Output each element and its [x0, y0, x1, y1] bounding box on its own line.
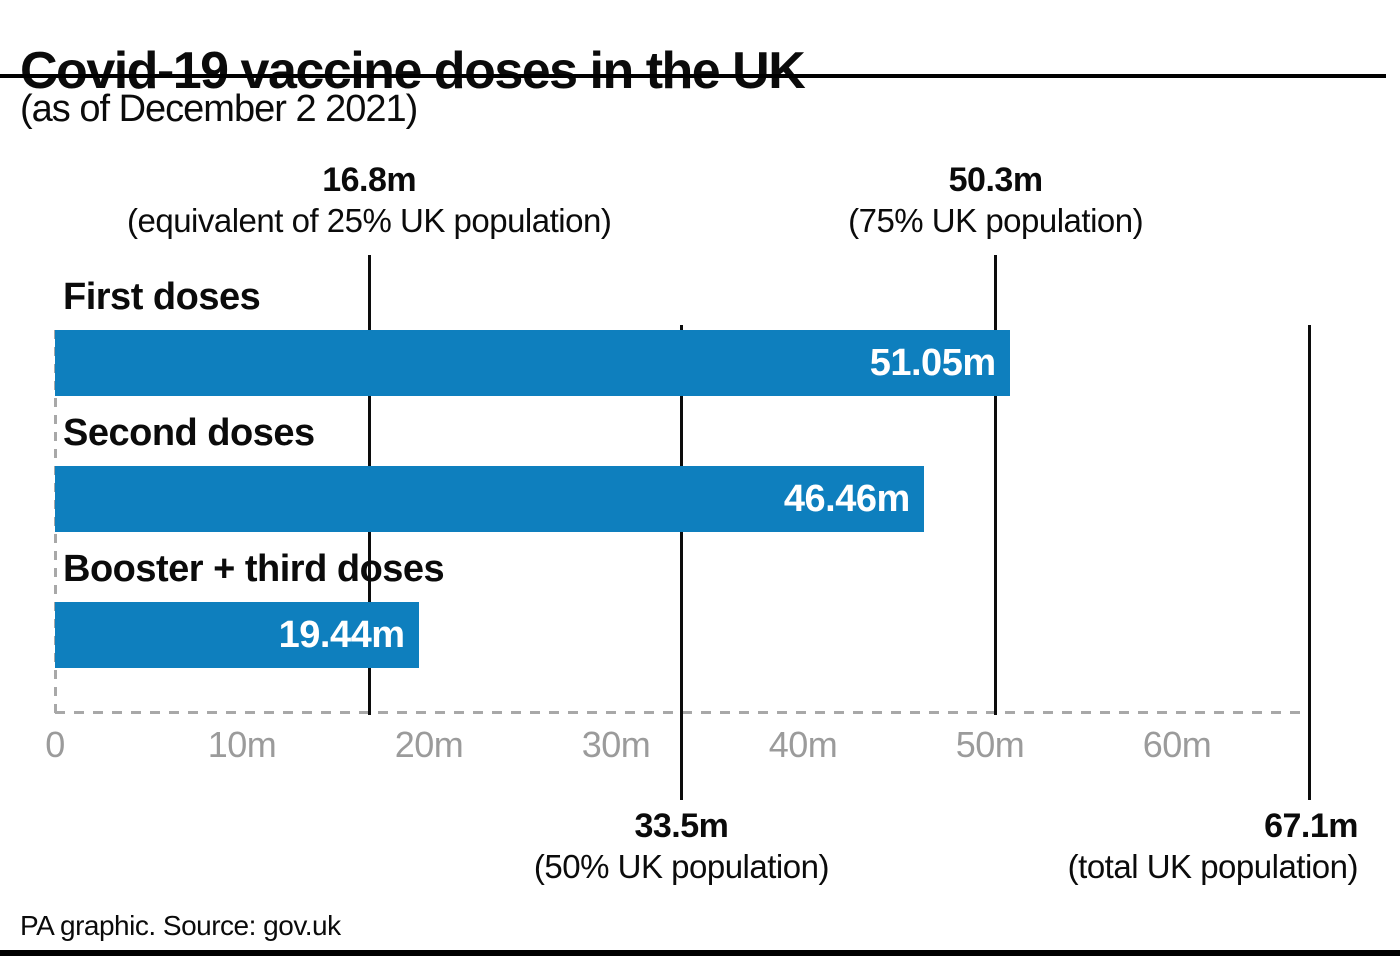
page-title: Covid-19 vaccine doses in the UK — [20, 41, 806, 100]
reference-line-50.3m — [994, 255, 998, 715]
title-divider-rule — [0, 74, 1386, 78]
bar-value-label: 51.05m — [869, 341, 996, 384]
x-tick-50m: 50m — [955, 724, 1025, 765]
reference-annotation-50.3m: 50.3m (75% UK population) — [848, 160, 1144, 240]
category-label: Booster + third doses — [63, 548, 445, 590]
bar-first-doses: 51.05m — [55, 330, 1010, 396]
reference-annotation-16.8m: 16.8m (equivalent of 25% UK population) — [126, 160, 612, 240]
chart: 16.8m (equivalent of 25% UK population) 50… — [45, 160, 1359, 886]
bottom-border-rule — [0, 950, 1400, 956]
reference-value-label: 67.1m — [1264, 807, 1358, 845]
reference-line-33.5m — [679, 325, 683, 800]
x-axis-baseline — [55, 711, 1311, 714]
reference-sublabel: (total UK population) — [1067, 847, 1359, 885]
x-tick-30m: 30m — [581, 724, 651, 765]
bar-booster-third-doses: 19.44m — [55, 602, 419, 668]
bar-value-label: 46.46m — [783, 477, 910, 520]
reference-value-label: 50.3m — [948, 161, 1043, 199]
reference-line-67.1m — [1308, 325, 1312, 800]
x-tick-0: 0 — [45, 724, 65, 765]
reference-value-label: 16.8m — [322, 161, 417, 199]
bar-second-doses: 46.46m — [55, 466, 924, 532]
reference-sublabel: (50% UK population) — [533, 847, 830, 885]
x-tick-10m: 10m — [207, 724, 277, 765]
bar-value-label: 19.44m — [278, 613, 405, 656]
reference-annotation-33.5m: 33.5m (50% UK population) — [533, 806, 830, 886]
x-tick-60m: 60m — [1142, 724, 1212, 765]
reference-value-label: 33.5m — [634, 807, 729, 845]
x-tick-40m: 40m — [768, 724, 838, 765]
reference-sublabel: (75% UK population) — [848, 201, 1144, 239]
page-subtitle: (as of December 2 2021) — [20, 88, 418, 130]
reference-annotation-67.1m: 67.1m (total UK population) — [1067, 806, 1359, 886]
x-tick-20m: 20m — [394, 724, 464, 765]
reference-sublabel: (equivalent of 25% UK population) — [126, 201, 612, 239]
category-label: Second doses — [63, 412, 315, 454]
category-label: First doses — [63, 276, 261, 318]
source-credit: PA graphic. Source: gov.uk — [20, 910, 341, 941]
